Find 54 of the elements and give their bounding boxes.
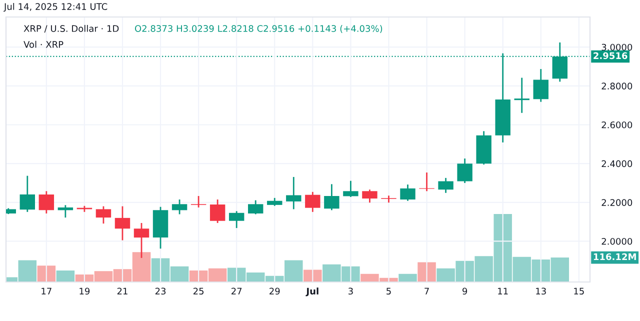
candlestick	[114, 206, 130, 241]
candlestick	[533, 68, 548, 103]
candlestick	[20, 175, 35, 213]
candlestick	[381, 194, 396, 204]
candlestick	[514, 77, 530, 114]
candlestick	[400, 184, 416, 202]
x-tick-label: 11	[498, 288, 508, 294]
candlestick	[190, 195, 206, 208]
y-tick-label: 2.2000	[602, 199, 632, 206]
bar	[418, 262, 436, 282]
bar	[56, 270, 75, 282]
annotation: Vol · XRP	[24, 40, 64, 48]
ref-line-label: 2.9516	[594, 52, 628, 60]
x-tick-label: 15	[574, 288, 584, 295]
bar	[37, 266, 56, 282]
annotation: O2.8373 H3.0239 L2.8218 C2.9516 +0.1143 (+4.03%)	[134, 24, 382, 33]
x-tick-label: 29	[270, 288, 280, 295]
candlestick	[228, 210, 244, 229]
candlestick	[96, 206, 112, 224]
text: 116.12M	[594, 253, 636, 260]
candlestick	[362, 188, 378, 204]
y-tick-label: 2.6000	[602, 121, 632, 128]
x-tick-label: Jul	[306, 288, 318, 296]
x-tick-label: 9	[462, 288, 468, 295]
bar	[304, 270, 322, 282]
candlestick	[248, 200, 264, 215]
x-tick-label: 17	[42, 288, 52, 294]
bar	[398, 274, 417, 282]
x-tick-label: 7	[424, 288, 429, 294]
candlestick	[343, 180, 358, 198]
candlestick	[58, 204, 74, 218]
x-tick-label: 27	[232, 288, 242, 294]
y-tick-label: 2.8000	[602, 82, 632, 90]
candlestick	[38, 190, 54, 214]
candlestick	[210, 198, 226, 224]
text: XRP / U.S. Dollar · 1D	[24, 24, 119, 33]
x-tick-label: 21	[117, 288, 128, 294]
candlestick	[172, 198, 188, 215]
y-tick-label: 2.4000	[602, 160, 632, 168]
candlestick	[419, 172, 434, 192]
x-tick-label: 23	[155, 288, 166, 295]
x-tick-label: 3	[348, 288, 353, 295]
x-tick-label: 5	[386, 288, 391, 295]
candlestick	[286, 176, 302, 210]
candlestick	[457, 158, 472, 184]
x-tick-label: 25	[193, 288, 204, 295]
x-tick-label: 19	[80, 288, 90, 295]
text: Jul 14, 2025 12:41 UTC	[4, 3, 108, 12]
candlestick	[324, 183, 340, 211]
y-tick-label: 3.0000	[602, 44, 632, 51]
candlestick	[438, 177, 454, 194]
x-tick-label: 13	[536, 288, 546, 295]
y-tick-label: 2.0000	[602, 238, 632, 245]
candlestick	[305, 191, 320, 213]
